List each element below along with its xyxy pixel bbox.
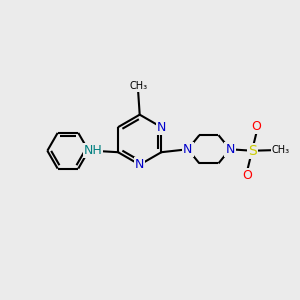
Text: N: N [225, 143, 235, 156]
Text: N: N [183, 143, 193, 156]
Text: O: O [243, 169, 253, 182]
Text: CH₃: CH₃ [272, 145, 290, 155]
Text: S: S [248, 144, 256, 158]
Text: N: N [157, 121, 166, 134]
Text: N: N [135, 158, 144, 171]
Text: NH: NH [84, 144, 102, 157]
Text: CH₃: CH₃ [129, 81, 147, 91]
Text: O: O [251, 119, 261, 133]
